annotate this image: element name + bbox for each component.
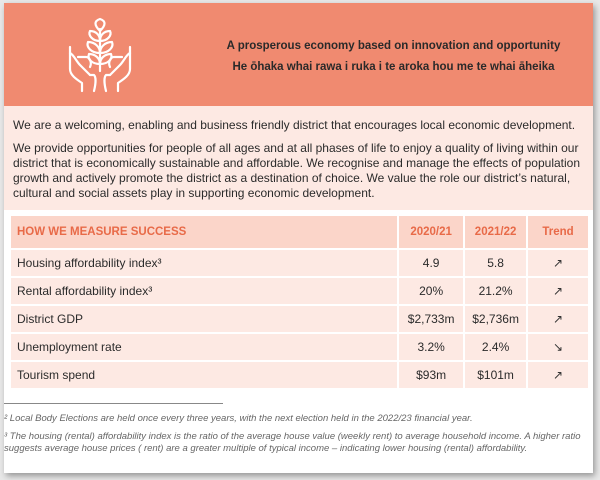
measure-label: District GDP xyxy=(8,304,400,334)
header-title-english: A prosperous economy based on innovation… xyxy=(226,40,561,52)
table-row: Tourism spend $93m $101m ↗ xyxy=(8,360,590,390)
measure-label: Rental affordability index³ xyxy=(8,276,400,306)
hands-plant-icon xyxy=(68,17,132,93)
measure-label: Tourism spend xyxy=(8,360,400,390)
arrow-up-right-icon: ↗ xyxy=(526,360,590,390)
value-2020-21: 3.2% xyxy=(397,332,466,362)
table-row: Rental affordability index³ 20% 21.2% ↗ xyxy=(8,276,590,306)
column-header-2021-22: 2021/22 xyxy=(463,214,529,250)
value-2021-22: $2,736m xyxy=(463,304,529,334)
value-2020-21: $2,733m xyxy=(397,304,466,334)
column-header-2020-21: 2020/21 xyxy=(397,214,466,250)
value-2020-21: $93m xyxy=(397,360,466,390)
success-measures-table: HOW WE MEASURE SUCCESS 2020/21 2021/22 T… xyxy=(8,214,590,390)
table-header-row: HOW WE MEASURE SUCCESS 2020/21 2021/22 T… xyxy=(8,214,590,250)
arrow-down-right-icon: ↘ xyxy=(526,332,590,362)
arrow-up-right-icon: ↗ xyxy=(526,304,590,334)
page: A prosperous economy based on innovation… xyxy=(4,3,593,473)
value-2020-21: 20% xyxy=(397,276,466,306)
measure-label: Unemployment rate xyxy=(8,332,400,362)
value-2020-21: 4.9 xyxy=(397,248,466,278)
intro-text: We are a welcoming, enabling and busines… xyxy=(4,106,593,210)
header-banner: A prosperous economy based on innovation… xyxy=(4,3,593,106)
column-header-trend: Trend xyxy=(526,214,590,250)
intro-paragraph-2: We provide opportunities for people of a… xyxy=(13,141,581,200)
value-2021-22: 21.2% xyxy=(463,276,529,306)
value-2021-22: $101m xyxy=(463,360,529,390)
header-title-maori: He ōhaka whai rawa i ruka i te aroka hou… xyxy=(232,61,555,73)
value-2021-22: 5.8 xyxy=(463,248,529,278)
table-row: Unemployment rate 3.2% 2.4% ↘ xyxy=(8,332,590,362)
footnote-divider xyxy=(4,403,223,404)
footnote-3: ³ The housing (rental) affordability ind… xyxy=(4,431,581,454)
column-header-measure: HOW WE MEASURE SUCCESS xyxy=(8,214,400,250)
arrow-up-right-icon: ↗ xyxy=(526,276,590,306)
footnote-2: ² Local Body Elections are held once eve… xyxy=(4,413,473,424)
intro-paragraph-1: We are a welcoming, enabling and busines… xyxy=(13,118,576,132)
value-2021-22: 2.4% xyxy=(463,332,529,362)
table-row: District GDP $2,733m $2,736m ↗ xyxy=(8,304,590,334)
arrow-up-right-icon: ↗ xyxy=(526,248,590,278)
measure-label: Housing affordability index³ xyxy=(8,248,400,278)
table-row: Housing affordability index³ 4.9 5.8 ↗ xyxy=(8,248,590,278)
